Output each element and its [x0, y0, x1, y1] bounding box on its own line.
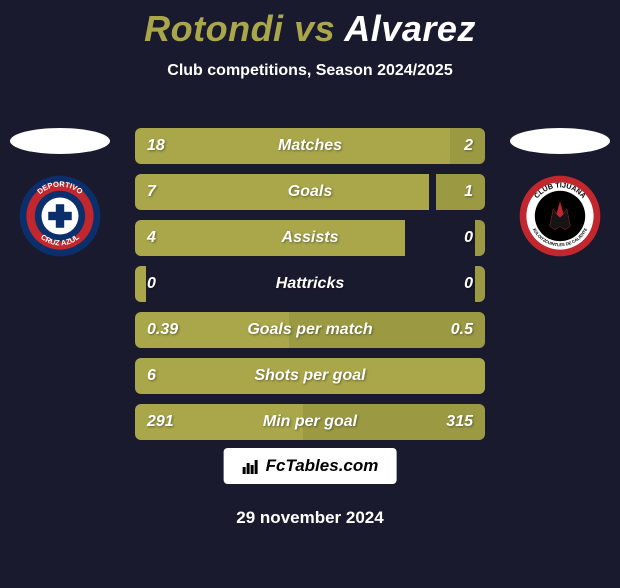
footer-brand-badge: FcTables.com [224, 448, 397, 484]
club-right-logo: CLUB TIJUANA XOLOITZCUINTLES DE CALIENTE [518, 174, 602, 258]
stat-row: 7 1 Goals [135, 174, 485, 210]
subtitle: Club competitions, Season 2024/2025 [0, 62, 620, 80]
stat-label: Goals [288, 183, 332, 201]
club-left-block: DEPORTIVO CRUZ AZUL [5, 128, 115, 258]
footer-date: 29 november 2024 [236, 508, 383, 528]
stat-row: 4 0 Assists [135, 220, 485, 256]
stat-row: 291 315 Min per goal [135, 404, 485, 440]
stat-value-left: 7 [147, 183, 156, 201]
stat-row: 0 0 Hattricks [135, 266, 485, 302]
stat-value-right: 0.5 [451, 321, 473, 339]
stat-label: Min per goal [263, 413, 357, 431]
stat-value-left: 18 [147, 137, 165, 155]
player-left-name: Rotondi [144, 8, 283, 49]
stat-bar-left [135, 174, 429, 210]
stat-value-left: 0.39 [147, 321, 178, 339]
stat-value-left: 4 [147, 229, 156, 247]
footer-brand-text: FcTables.com [266, 456, 379, 476]
club-left-logo: DEPORTIVO CRUZ AZUL [18, 174, 102, 258]
vs-title: Rotondi vs Alvarez [0, 8, 620, 50]
stat-row: 0.39 0.5 Goals per match [135, 312, 485, 348]
stat-value-right: 0 [464, 275, 473, 293]
player-right-name: Alvarez [344, 8, 476, 49]
stat-value-left: 291 [147, 413, 174, 431]
club-right-ellipse [510, 128, 610, 154]
stat-bar-left [135, 220, 405, 256]
stat-row: 6 Shots per goal [135, 358, 485, 394]
stat-bar-right [436, 174, 485, 210]
club-left-ellipse [10, 128, 110, 154]
stat-label: Matches [278, 137, 342, 155]
bar-chart-icon [242, 457, 260, 475]
stat-label: Goals per match [247, 321, 372, 339]
vs-text: vs [294, 8, 335, 49]
stat-bar-right [475, 266, 486, 302]
stat-bar-left [135, 266, 146, 302]
stats-container: 18 2 Matches 7 1 Goals 4 0 Assists 0 0 Hattricks 0.3… [135, 128, 485, 450]
stat-value-right: 2 [464, 137, 473, 155]
stat-value-left: 6 [147, 367, 156, 385]
stat-value-right: 0 [464, 229, 473, 247]
stat-bar-right [475, 220, 486, 256]
stat-label: Shots per goal [254, 367, 365, 385]
stat-value-right: 315 [446, 413, 473, 431]
stat-value-left: 0 [147, 275, 156, 293]
club-right-block: CLUB TIJUANA XOLOITZCUINTLES DE CALIENTE [505, 128, 615, 258]
stat-value-right: 1 [464, 183, 473, 201]
stat-label: Assists [282, 229, 339, 247]
stat-row: 18 2 Matches [135, 128, 485, 164]
stat-label: Hattricks [276, 275, 344, 293]
